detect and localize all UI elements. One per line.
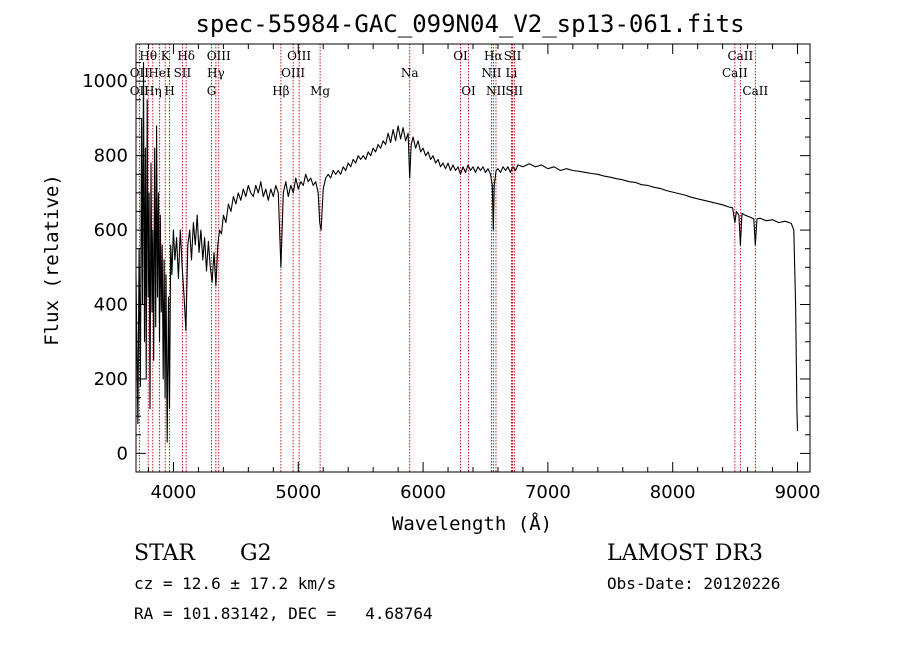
x-tick-label: 8000 [650, 482, 696, 503]
y-axis-title: Flux (relative) [41, 174, 63, 346]
x-axis-title: Wavelength (Å) [392, 512, 552, 535]
object-class: STAR [134, 541, 196, 566]
x-tick-label: 4000 [151, 482, 197, 503]
line-label: G [207, 84, 217, 98]
line-label: CaII [727, 49, 753, 63]
y-axis-ticks: 0 200 400 600 800 1000 [82, 62, 810, 464]
line-label: OIII [207, 49, 231, 63]
y-tick-label: 0 [117, 443, 128, 464]
y-tick-label: 200 [94, 369, 128, 390]
line-label: OI [453, 49, 468, 63]
line-label: Hη [144, 84, 162, 98]
x-tick-label: 9000 [775, 482, 821, 503]
line-label: OIII [287, 49, 311, 63]
line-label: Hδ [177, 49, 195, 63]
line-label: Hα [484, 49, 503, 63]
line-label: Hθ [139, 49, 157, 63]
line-label: SII [174, 66, 192, 80]
redshift-velocity: cz = 12.6 ± 17.2 km/s [134, 574, 336, 593]
line-label: SII [504, 49, 522, 63]
line-label: OIII [281, 66, 305, 80]
line-label: K [161, 49, 171, 63]
line-label: HeI [148, 66, 171, 80]
y-tick-label: 1000 [82, 71, 128, 92]
object-subclass: G2 [240, 541, 272, 566]
line-label: OI [461, 84, 476, 98]
line-label: Mg [310, 84, 330, 98]
line-label: Hγ [207, 66, 225, 80]
y-tick-label: 800 [94, 146, 128, 167]
line-label: Na [401, 66, 419, 80]
plot-frame [135, 43, 811, 473]
x-tick-label: 7000 [525, 482, 571, 503]
spectrum-line [135, 62, 799, 443]
line-label: H [164, 84, 174, 98]
line-label: NII [486, 84, 506, 98]
line-label: CaII [722, 66, 748, 80]
x-tick-label: 6000 [400, 482, 446, 503]
line-label: CaII [742, 84, 768, 98]
observation-date: Obs-Date: 20120226 [607, 574, 780, 593]
chart-title: spec-55984-GAC_099N04_V2_sp13-061.fits [195, 10, 744, 38]
y-tick-label: 400 [94, 295, 128, 316]
line-label: SII [505, 84, 523, 98]
line-label: Hβ [272, 84, 289, 98]
line-label: OII [130, 84, 150, 98]
y-tick-label: 600 [94, 220, 128, 241]
line-label: Li [506, 66, 518, 80]
x-tick-label: 5000 [275, 482, 321, 503]
line-label: OII [130, 66, 150, 80]
spectral-line-markers [138, 44, 756, 472]
coordinates: RA = 101.83142, DEC = 4.68764 [134, 604, 433, 623]
survey-name: LAMOST DR3 [607, 541, 763, 566]
x-axis-ticks: 4000 5000 6000 7000 8000 9000 [147, 44, 821, 503]
line-label: NII [481, 66, 501, 80]
